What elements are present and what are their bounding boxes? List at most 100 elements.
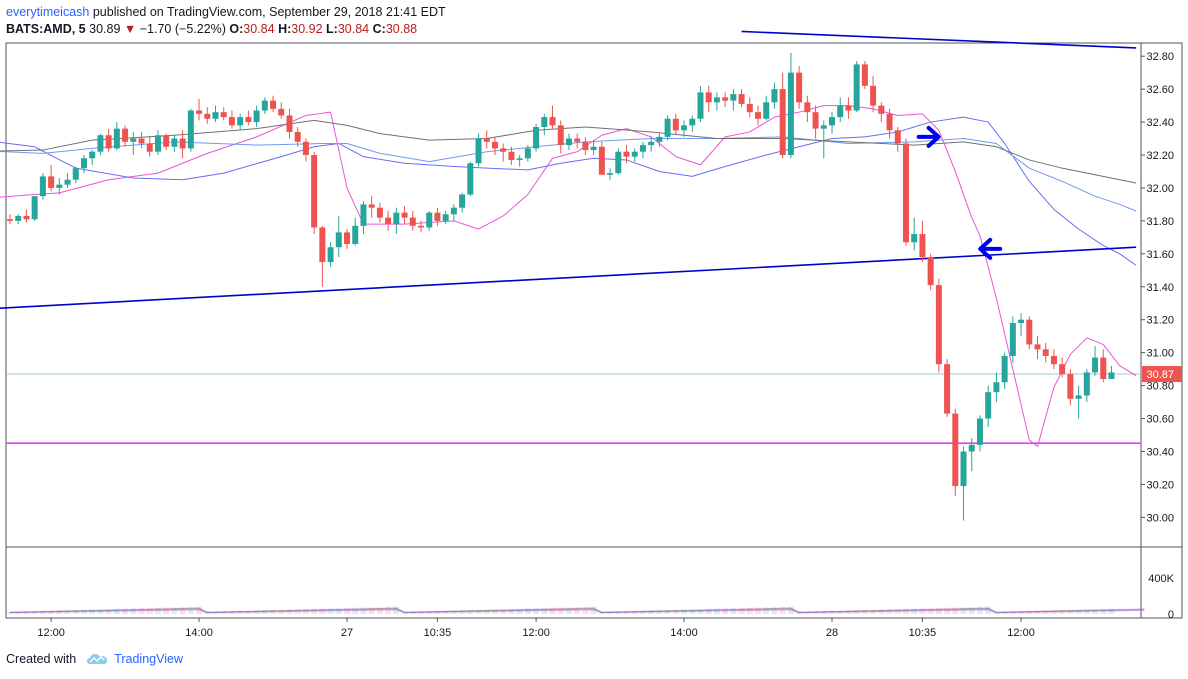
time-tick-label: 10:35 (909, 627, 937, 639)
candle-body (516, 158, 523, 160)
candle-body (804, 102, 811, 113)
price-tick-label: 32.60 (1146, 84, 1174, 96)
candle-body (393, 212, 400, 225)
volume-tick-label: 0 (1168, 609, 1174, 621)
candle-body (664, 118, 671, 137)
candle-body (426, 212, 433, 228)
price-tick-label: 31.60 (1146, 249, 1174, 261)
candle-body (771, 89, 778, 103)
volume-average-line (9, 607, 1145, 613)
symbol-label: BATS:AMD, 5 (6, 22, 86, 36)
candle-body (1083, 372, 1090, 396)
candle-body (993, 382, 1000, 393)
time-tick-label: 12:00 (37, 627, 65, 639)
high-value: 30.92 (291, 22, 323, 36)
candle-body (294, 131, 301, 142)
open-label: O: (229, 22, 244, 36)
candle-body (245, 117, 252, 123)
low-value: 30.84 (337, 22, 370, 36)
candle-body (574, 138, 581, 142)
close-value: 30.88 (385, 22, 418, 36)
candle-body (270, 100, 277, 109)
candle-body (672, 118, 679, 131)
candle-body (442, 214, 449, 221)
price-tick-label: 30.00 (1146, 512, 1174, 524)
candle-body (130, 138, 137, 142)
high-label: H: (278, 22, 292, 36)
candle-body (870, 85, 877, 106)
moving-average-line (0, 119, 1137, 184)
candle-body (327, 247, 334, 263)
author-link[interactable]: everytimeicash (6, 5, 90, 19)
candle-body (344, 232, 351, 244)
candle-body (985, 392, 992, 419)
candle-body (861, 64, 868, 86)
candle-body (450, 207, 457, 215)
trendline (741, 30, 1137, 49)
time-tick-label: 12:00 (522, 627, 550, 639)
candle-body (541, 117, 548, 127)
price-tick-label: 31.00 (1146, 348, 1174, 360)
candle-body (557, 125, 564, 146)
price-tick-label: 32.40 (1146, 117, 1174, 129)
candle-body (820, 125, 827, 129)
candle-body (582, 141, 589, 151)
candle-body (39, 176, 46, 197)
tradingview-cloud-icon (87, 654, 108, 664)
footer: Created with TradingView (6, 652, 183, 666)
volume-bar (7, 611, 13, 614)
candle-body (80, 158, 87, 169)
candle-body (935, 285, 942, 365)
candle-body (237, 117, 244, 126)
price-tick-label: 30.40 (1146, 446, 1174, 458)
candle-body (779, 89, 786, 155)
candle-body (639, 145, 646, 152)
candle-body (385, 217, 392, 225)
chart-header: everytimeicash published on TradingView.… (6, 4, 1182, 38)
candle-body (1018, 319, 1025, 323)
tradingview-link[interactable]: TradingView (114, 652, 183, 666)
candle-body (434, 212, 441, 221)
chart-frame (5, 42, 1183, 619)
candle-body (607, 173, 614, 175)
candle-body (1026, 319, 1033, 345)
candle-body (368, 204, 375, 208)
candle-body (746, 103, 753, 113)
candle-body (360, 204, 367, 226)
candle-body (952, 413, 959, 487)
moving-average-line (0, 105, 1137, 448)
candle-body (976, 418, 983, 445)
candle-body (919, 234, 926, 258)
volume-average-line (9, 608, 1145, 613)
candle-body (565, 138, 572, 146)
candle-body (15, 215, 22, 221)
candle-body (179, 138, 186, 149)
trendline (0, 246, 1137, 309)
candle-body (623, 151, 630, 157)
time-tick-label: 14:00 (670, 627, 698, 639)
price-tick-label: 31.20 (1146, 315, 1174, 327)
candle-body (48, 176, 55, 188)
candle-body (960, 451, 967, 487)
time-tick-label: 28 (826, 627, 838, 639)
candle-body (911, 234, 918, 243)
publish-line: everytimeicash published on TradingView.… (6, 4, 1182, 21)
candle-body (311, 155, 318, 228)
price-tick-label: 31.80 (1146, 216, 1174, 228)
candle-body (31, 196, 38, 220)
current-price-tag-label: 30.87 (1146, 369, 1174, 381)
candle-body (549, 117, 556, 126)
candle-body (418, 225, 424, 228)
price-change: −1.70 (−5.22%) (139, 22, 226, 36)
candle-body (467, 163, 474, 195)
candle-body (278, 108, 285, 116)
candle-body (697, 92, 704, 119)
candle-body (154, 135, 161, 152)
candle-body (220, 112, 227, 118)
candle-body (689, 118, 696, 126)
candle-body (598, 146, 605, 175)
annotation-arrow-left-icon (978, 237, 1003, 260)
published-text: published on TradingView.com, September … (92, 5, 446, 19)
current-price-tag (1142, 366, 1182, 383)
